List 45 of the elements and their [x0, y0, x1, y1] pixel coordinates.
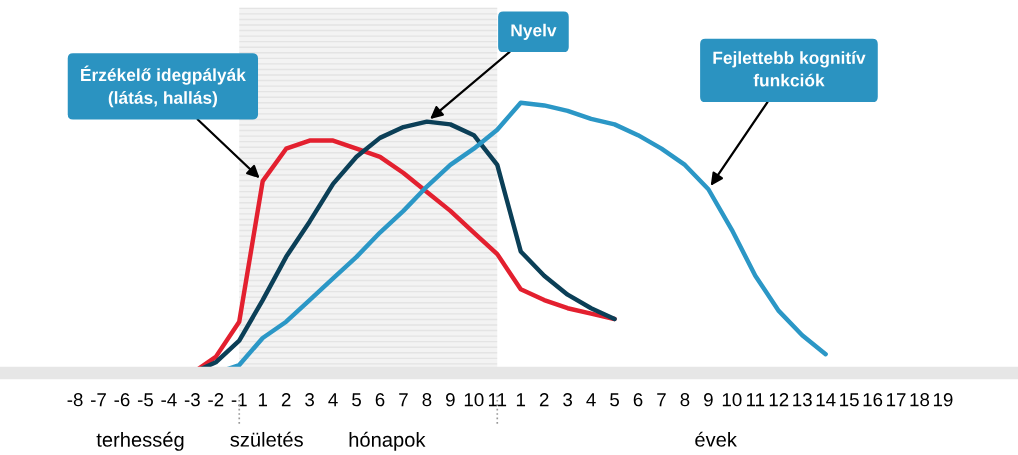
- text: Fejlettebb kognitív funkciók: [713, 51, 866, 87]
- text: Érzékelő idegpályák (látás, hallás): [81, 65, 246, 108]
- x-tick-label: 3: [305, 393, 315, 407]
- x-tick-label: 10: [722, 393, 742, 407]
- x-tick-label: 15: [840, 393, 859, 407]
- x-tick-label: 3: [563, 393, 573, 407]
- x-tick-label: 19: [933, 393, 953, 407]
- x-tick-label: 6: [633, 393, 643, 407]
- text: hónapok: [349, 431, 426, 451]
- x-tick-label: 13: [793, 393, 812, 407]
- x-tick-label: -6: [114, 393, 130, 407]
- x-tick-label: 6: [375, 393, 385, 407]
- x-tick-label: 8: [680, 393, 690, 407]
- text: évek: [695, 431, 737, 447]
- x-tick-label: 10: [464, 393, 484, 407]
- text: születés: [230, 431, 303, 447]
- x-tick-label: 17: [887, 393, 906, 407]
- x-tick-label: 16: [863, 393, 883, 407]
- x-tick-label: 18: [910, 393, 930, 407]
- x-tick-label: 14: [816, 393, 836, 407]
- x-tick-label: 4: [328, 393, 338, 407]
- x-tick-label: 5: [610, 393, 619, 407]
- x-tick-label: 9: [446, 393, 455, 407]
- x-tick-label: -7: [91, 393, 106, 407]
- x-tick-label: 1: [516, 393, 526, 407]
- x-tick-label: -1: [231, 393, 247, 407]
- x-tick-label: 7: [399, 393, 408, 407]
- x-tick-label: -3: [184, 393, 200, 407]
- x-tick-label: 8: [422, 393, 432, 407]
- x-tick-label: -4: [161, 393, 177, 407]
- x-tick-label: -8: [67, 393, 83, 407]
- x-tick-label: 1: [258, 393, 268, 407]
- x-tick-label: 7: [657, 393, 666, 407]
- x-tick-label: 2: [539, 393, 549, 407]
- x-tick-label: 2: [281, 393, 291, 407]
- x-tick-label: 4: [586, 393, 596, 407]
- x-tick-label: 5: [352, 393, 361, 407]
- x-tick-label: 9: [704, 393, 713, 407]
- x-tick-label: 11: [746, 393, 765, 407]
- x-tick-label: 11: [488, 393, 507, 407]
- text: terhesség: [96, 431, 184, 451]
- text: Nyelv: [511, 23, 557, 40]
- x-tick-label: -2: [208, 393, 224, 407]
- x-tick-label: -5: [137, 393, 153, 407]
- x-tick-label: 12: [769, 393, 789, 407]
